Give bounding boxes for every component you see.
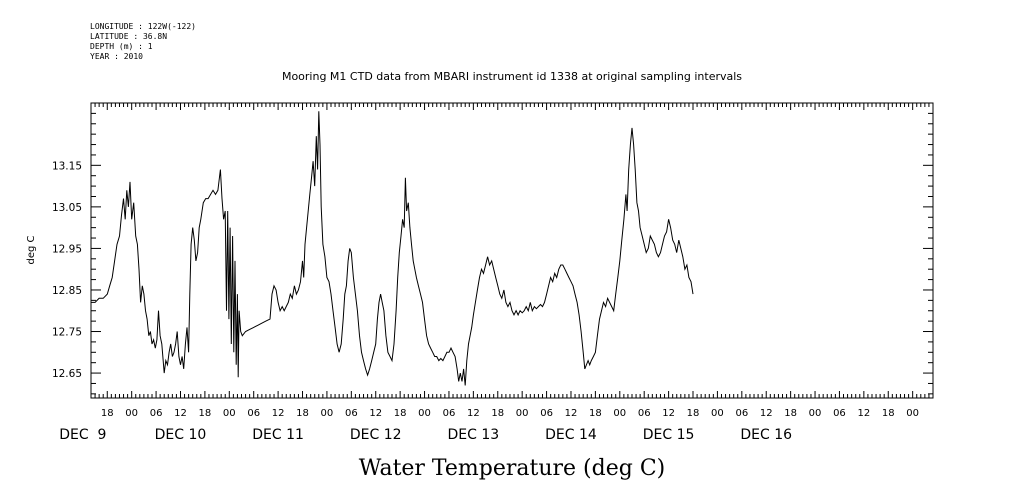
x-tick-label: 00 xyxy=(418,408,431,419)
x-tick-label: 00 xyxy=(613,408,626,419)
x-tick-label: 18 xyxy=(296,408,309,419)
x-day-label: DEC 10 xyxy=(155,427,207,443)
latitude-text: LATITUDE : 36.8N xyxy=(90,32,167,41)
x-tick-label: 18 xyxy=(394,408,407,419)
tick-marks xyxy=(90,102,934,398)
x-tick-label: 06 xyxy=(247,408,260,419)
x-day-label: DEC 15 xyxy=(643,427,695,443)
x-day-label: DEC 16 xyxy=(740,427,792,443)
x-tick-label: 12 xyxy=(760,408,773,419)
x-day-label: DEC 12 xyxy=(350,427,402,443)
x-day-labels: DEC 9 DEC 10 DEC 11 DEC 12 DEC 13 DEC 14 DEC 1… xyxy=(59,427,792,443)
y-tick-label: 12.65 xyxy=(52,368,82,380)
x-tick-label: 12 xyxy=(369,408,382,419)
x-tick-label: 00 xyxy=(321,408,334,419)
year-text: YEAR : 2010 xyxy=(90,52,143,61)
x-day-label: DEC 13 xyxy=(448,427,500,443)
x-axis-label: Water Temperature (deg C) xyxy=(359,456,666,481)
x-tick-label: 18 xyxy=(882,408,895,419)
x-tick-label: 00 xyxy=(125,408,138,419)
x-tick-label: 06 xyxy=(443,408,456,419)
x-tick-label: 12 xyxy=(857,408,870,419)
x-tick-label: 12 xyxy=(467,408,480,419)
y-tick-label: 12.95 xyxy=(52,243,82,255)
x-tick-labels: 18 00 06 12 18 00 06 12 18 00 06 12 18 00 06 12 18 00 06 12… xyxy=(101,408,919,419)
chart-title: Mooring M1 CTD data from MBARI instrumen… xyxy=(282,70,742,83)
longitude-text: LONGITUDE : 122W(-122) xyxy=(90,22,196,31)
x-tick-label: 12 xyxy=(272,408,285,419)
x-tick-label: 00 xyxy=(711,408,724,419)
temperature-series-line xyxy=(91,111,694,386)
x-tick-label: 06 xyxy=(540,408,553,419)
x-tick-label: 18 xyxy=(589,408,602,419)
x-tick-label: 18 xyxy=(687,408,700,419)
x-day-label: DEC 14 xyxy=(545,427,597,443)
x-tick-label: 06 xyxy=(345,408,358,419)
y-tick-label: 12.75 xyxy=(52,327,82,339)
x-tick-label: 06 xyxy=(833,408,846,419)
y-tick-label: 13.05 xyxy=(52,202,82,214)
x-tick-label: 18 xyxy=(101,408,114,419)
x-tick-label: 00 xyxy=(223,408,236,419)
y-tick-label: 13.15 xyxy=(52,160,82,172)
x-tick-label: 00 xyxy=(516,408,529,419)
depth-text: DEPTH (m) : 1 xyxy=(90,42,153,51)
x-tick-label: 18 xyxy=(491,408,504,419)
x-tick-label: 06 xyxy=(735,408,748,419)
metadata-block: LONGITUDE : 122W(-122) LATITUDE : 36.8N … xyxy=(90,22,196,61)
plot-frame xyxy=(90,102,934,399)
x-tick-label: 18 xyxy=(784,408,797,419)
x-tick-label: 12 xyxy=(565,408,578,419)
y-axis-label: deg C xyxy=(26,235,37,264)
x-tick-label: 00 xyxy=(809,408,822,419)
x-tick-label: 12 xyxy=(174,408,187,419)
x-tick-label: 06 xyxy=(150,408,163,419)
x-day-label: DEC 11 xyxy=(252,427,304,443)
y-tick-labels: 12.65 12.75 12.85 12.95 13.05 13.15 xyxy=(52,160,82,380)
x-tick-label: 12 xyxy=(662,408,675,419)
y-tick-label: 12.85 xyxy=(52,285,82,297)
x-tick-label: 00 xyxy=(906,408,919,419)
x-day-label: DEC 9 xyxy=(59,427,106,443)
x-tick-label: 06 xyxy=(638,408,651,419)
x-tick-label: 18 xyxy=(199,408,212,419)
